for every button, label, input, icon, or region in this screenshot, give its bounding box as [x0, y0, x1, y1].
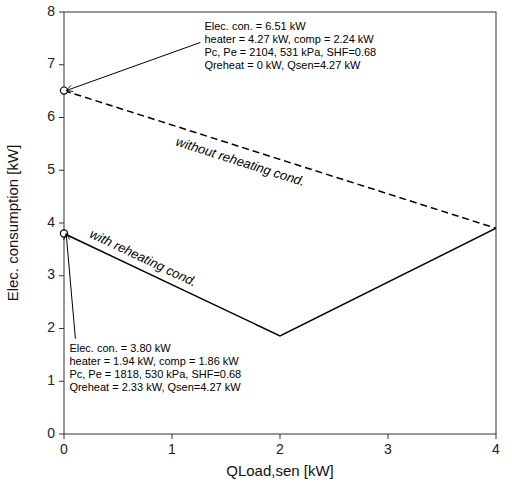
x-tick-label: 2 [276, 441, 284, 457]
series-markers [60, 87, 67, 237]
y-tick [59, 381, 64, 382]
annotation-line: Pc, Pe = 2104, 531 kPa, SHF=0.68 [204, 46, 376, 58]
x-tick [64, 434, 65, 439]
annotation-line: Qreheat = 0 kW, Qsen=4.27 kW [204, 59, 361, 71]
annotation-arrow [66, 42, 200, 90]
series-label: with reheating cond. [88, 226, 200, 289]
y-tick [59, 170, 64, 171]
y-tick-label: 8 [47, 3, 55, 19]
y-tick-label: 1 [47, 372, 55, 388]
chart: 0 1 2 3 4 0 1 2 3 4 5 6 7 8 QLoad,sen [kW] Elec. consum… [0, 0, 512, 486]
x-tick [388, 434, 389, 439]
y-tick-label: 6 [47, 108, 55, 124]
annotation-line: heater = 4.27 kW, comp = 2.24 kW [204, 33, 374, 45]
annotation-line: Qreheat = 2.33 kW, Qsen=4.27 kW [69, 381, 241, 393]
y-tick-label: 4 [47, 214, 55, 230]
x-tick-label: 4 [492, 441, 500, 457]
annotations: Elec. con. = 6.51 kWheater = 4.27 kW, co… [66, 20, 376, 392]
x-tick [496, 434, 497, 439]
axes: 0 1 2 3 4 0 1 2 3 4 5 6 7 8 [47, 3, 500, 457]
annotation-arrow [66, 234, 75, 339]
y-tick-label: 2 [47, 319, 55, 335]
y-tick-label: 5 [47, 161, 55, 177]
y-tick [59, 434, 64, 435]
annotation-text: Elec. con. = 3.80 kWheater = 1.94 kW, co… [69, 342, 241, 393]
y-tick [59, 275, 64, 276]
series-line [64, 91, 496, 229]
x-tick [172, 434, 173, 439]
series-label: without reheating cond. [174, 134, 307, 189]
x-tick-label: 3 [384, 441, 392, 457]
y-tick [59, 328, 64, 329]
annotation-line: heater = 1.94 kW, comp = 1.86 kW [69, 355, 239, 367]
y-tick-label: 0 [47, 425, 55, 441]
x-tick-label: 1 [168, 441, 176, 457]
y-tick [59, 64, 64, 65]
y-tick [59, 223, 64, 224]
y-tick [59, 117, 64, 118]
series-labels: without reheating cond. with reheating co… [88, 134, 307, 290]
series-lines [64, 91, 496, 336]
annotation-line: Elec. con. = 6.51 kW [204, 20, 306, 32]
y-tick [59, 12, 64, 13]
y-axis-label: Elec. consumption [kW] [4, 145, 21, 302]
y-tick-label: 3 [47, 266, 55, 282]
y-tick-label: 7 [47, 55, 55, 71]
annotation-text: Elec. con. = 6.51 kWheater = 4.27 kW, co… [204, 20, 376, 71]
plot-frame [64, 12, 496, 434]
x-tick-label: 0 [60, 441, 68, 457]
annotation-line: Elec. con. = 3.80 kW [69, 342, 171, 354]
x-tick [280, 434, 281, 439]
annotation-line: Pc, Pe = 1818, 530 kPa, SHF=0.68 [69, 368, 241, 380]
x-axis-label: QLoad,sen [kW] [226, 462, 334, 479]
